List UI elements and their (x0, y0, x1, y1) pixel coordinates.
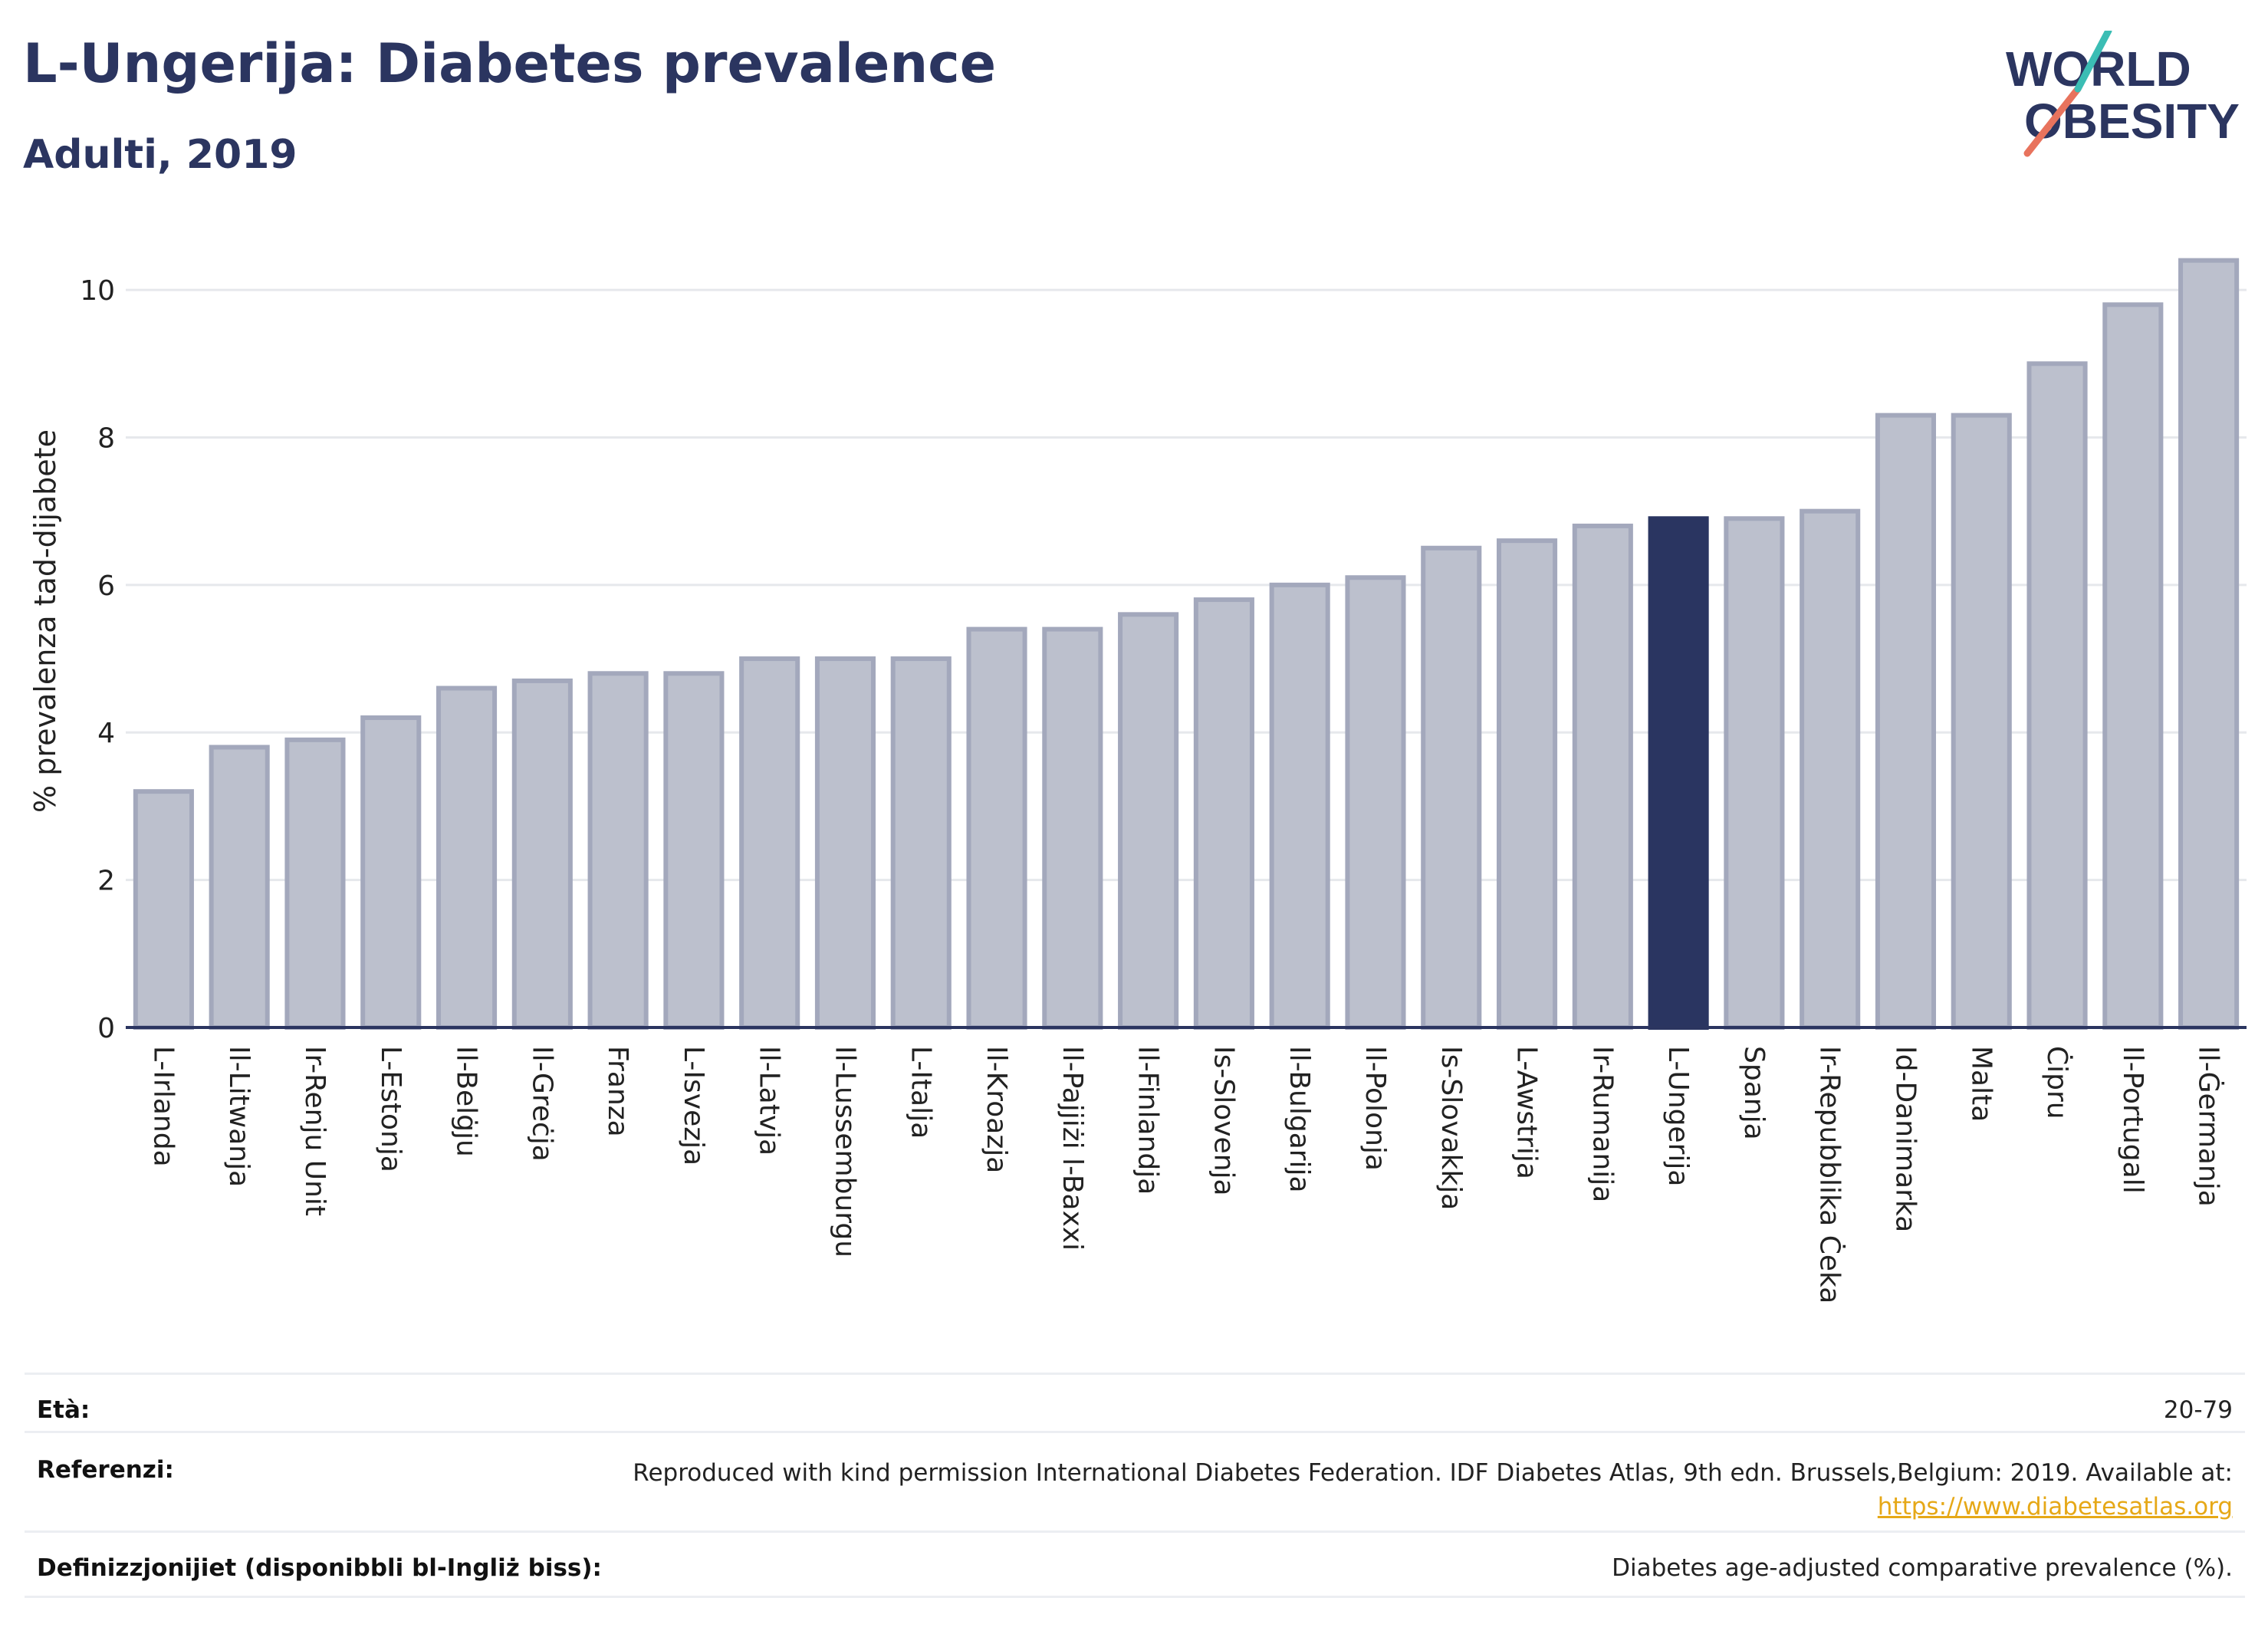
y-axis-label: % prevalenza tad-dijabete (28, 429, 62, 813)
x-tick-label: L-Awstrija (1511, 1046, 1543, 1179)
x-tick-label: L-Isvezja (678, 1046, 709, 1165)
x-tick-label: Il-Latvja (754, 1046, 785, 1156)
x-tick-label: Malta (1965, 1046, 1997, 1122)
x-tick-label: Id-Danimarka (1889, 1046, 1921, 1232)
x-tick-label: Il-Pajjiżi l-Baxxi (1057, 1046, 1088, 1251)
logo-slash-teal (2074, 31, 2112, 93)
bar-Ir-Rumanija[interactable] (1572, 523, 1633, 1030)
logo-slash-coral (2023, 85, 2082, 157)
bar-Il-Lussemburgu[interactable] (814, 656, 876, 1030)
bar-L-Ungerija[interactable] (1648, 516, 1709, 1030)
bars (133, 258, 2240, 1031)
bar-chart: 0 2 4 6 8 10 L-Irlanda Il-Litwanja Ir-Renju Unit… (28, 258, 2247, 1304)
x-tick-label: Is-Slovakkja (1435, 1046, 1467, 1210)
x-tick-label: Ir-Repubblika Ċeka (1814, 1046, 1846, 1304)
bar-Il-Finlandja[interactable] (1118, 612, 1179, 1030)
x-tick-label: Il-Kroazja (981, 1046, 1012, 1173)
bar-Il-Portugall[interactable] (2102, 302, 2164, 1031)
info-row-definition: Definizzjonijiet (disponibbli bl-Ingliż … (25, 1530, 2245, 1598)
bar-Il-Latvja[interactable] (739, 656, 800, 1030)
bar-L-Italja[interactable] (890, 656, 952, 1030)
x-tick-label: Il-Litwanja (223, 1046, 255, 1187)
bar-L-Awstrija[interactable] (1496, 538, 1558, 1030)
reference-link[interactable]: https://www.diabetesatlas.org (1877, 1493, 2233, 1521)
y-tick-label: 4 (97, 718, 115, 749)
x-tick-label: Ċipru (2041, 1046, 2073, 1119)
axes: 0 2 4 6 8 10 L-Irlanda Il-Litwanja Ir-Renju Unit… (80, 275, 2247, 1304)
x-tick-label: Ir-Renju Unit (299, 1046, 330, 1216)
x-tick-label: Il-Polonja (1359, 1046, 1391, 1171)
definition-label: Definizzjonijiet (disponibbli bl-Ingliż … (37, 1554, 602, 1582)
page-subtitle: Adulti, 2019 (23, 132, 297, 178)
y-tick-label: 2 (97, 866, 115, 897)
bar-Il-Belġju[interactable] (436, 685, 498, 1030)
x-tick-label: Il-Finlandja (1132, 1046, 1164, 1195)
x-tick-label: Il-Greċja (526, 1046, 557, 1162)
info-row-reference: Referenzi: Reproduced with kind permissi… (25, 1431, 2245, 1533)
bar-Is-Slovenja[interactable] (1193, 597, 1254, 1030)
age-label: Età: (37, 1396, 90, 1424)
bar-Il-Polonja[interactable] (1345, 575, 1406, 1030)
bar-L-Irlanda[interactable] (133, 789, 194, 1030)
world-obesity-logo: WORLD OBESITY (2006, 31, 2240, 157)
x-tick-label: Il-Bulgarija (1284, 1046, 1315, 1193)
bar-Il-Greċja[interactable] (511, 678, 573, 1031)
x-tick-label: Is-Slovenja (1208, 1046, 1239, 1196)
y-tick-label: 10 (80, 275, 115, 307)
x-tick-label: L-Irlanda (147, 1046, 179, 1167)
bar-Is-Slovakkja[interactable] (1421, 545, 1482, 1030)
bar-Franza[interactable] (587, 671, 649, 1030)
bar-Malta[interactable] (1951, 413, 2012, 1030)
bar-Il-Bulgarija[interactable] (1269, 582, 1330, 1030)
bar-L-Estonja[interactable] (360, 715, 422, 1030)
bar-Il-Litwanja[interactable] (209, 745, 270, 1030)
reference-label: Referenzi: (37, 1456, 174, 1484)
x-tick-label: Spanja (1738, 1046, 1770, 1140)
info-row-age: Età: 20-79 (25, 1373, 2245, 1433)
x-tick-label: Ir-Rumanija (1586, 1046, 1618, 1202)
bar-Ċipru[interactable] (2026, 361, 2088, 1030)
x-tick-label: Il-Lussemburgu (829, 1046, 860, 1258)
y-tick-label: 8 (97, 422, 115, 454)
x-tick-label: Il-Belġju (451, 1046, 482, 1157)
bar-Id-Danimarka[interactable] (1875, 413, 1937, 1030)
x-tick-label: L-Italja (905, 1046, 936, 1139)
bar-Il-Ġermanja[interactable] (2178, 258, 2240, 1031)
y-tick-label: 0 (97, 1013, 115, 1044)
y-tick-label: 6 (97, 570, 115, 602)
bar-L-Isvezja[interactable] (663, 671, 725, 1030)
reference-text: Reproduced with kind permission Internat… (633, 1459, 2233, 1487)
x-tick-label: Franza (602, 1046, 633, 1137)
x-tick-label: Il-Portugall (2117, 1046, 2148, 1194)
definition-value: Diabetes age-adjusted comparative preval… (1612, 1554, 2233, 1582)
bar-Ir-Repubblika Ċeka[interactable] (1800, 508, 1861, 1030)
x-tick-label: Il-Ġermanja (2193, 1046, 2225, 1207)
page-title: L-Ungerija: Diabetes prevalence (23, 32, 997, 95)
reference-value: Reproduced with kind permission Internat… (469, 1456, 2233, 1524)
bar-Spanja[interactable] (1724, 516, 1785, 1030)
logo-text-obesity: OBESITY (2024, 94, 2240, 149)
x-tick-label: L-Estonja (375, 1046, 406, 1172)
bar-Il-Kroazja[interactable] (966, 626, 1027, 1030)
x-tick-label: L-Ungerija (1662, 1046, 1694, 1186)
bar-Il-Pajjiżi l-Baxxi[interactable] (1042, 626, 1103, 1030)
age-value: 20-79 (2163, 1396, 2233, 1424)
bar-Ir-Renju Unit[interactable] (284, 737, 346, 1030)
